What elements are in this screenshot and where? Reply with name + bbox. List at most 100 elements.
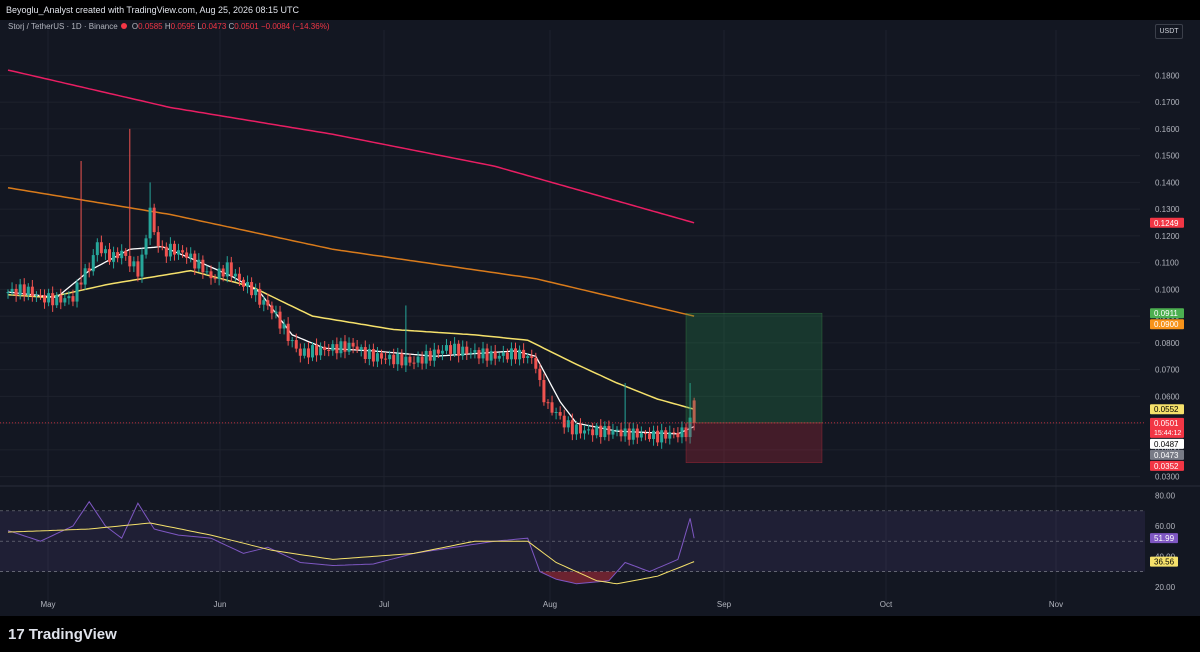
candle [335, 344, 339, 354]
candle [522, 349, 526, 359]
rsi-value-label: 51.99 [1154, 534, 1175, 543]
candle [578, 424, 582, 434]
candle [400, 353, 404, 366]
y-tick-label: 0.1800 [1155, 71, 1180, 80]
candle [583, 430, 587, 434]
candle [542, 380, 546, 403]
x-tick-label: Nov [1049, 600, 1063, 609]
candle [526, 356, 530, 359]
currency-button[interactable]: USDT [1155, 24, 1183, 39]
candle [619, 429, 623, 437]
candle [75, 282, 79, 302]
y-tick-label: 0.1700 [1155, 98, 1180, 107]
candle [71, 296, 75, 302]
candle [574, 424, 578, 435]
candle [416, 356, 420, 363]
candle [302, 348, 306, 356]
candle [371, 349, 375, 362]
candle [217, 268, 221, 280]
candle [144, 238, 148, 255]
x-tick-label: Sep [717, 600, 732, 609]
candle [91, 255, 95, 272]
candle [148, 207, 152, 239]
moving-average-line [7, 269, 695, 410]
candle [355, 346, 359, 350]
candle [282, 323, 286, 329]
price-label-badge [1150, 404, 1184, 415]
candle [587, 429, 591, 431]
candle [168, 243, 172, 257]
candle [554, 412, 558, 414]
candle [339, 341, 343, 354]
candle [14, 288, 18, 296]
candle [177, 250, 181, 255]
candle [108, 249, 111, 262]
y-tick-label: 0.0800 [1155, 339, 1180, 348]
candle [128, 255, 132, 267]
candle [412, 362, 416, 364]
candle [315, 345, 319, 356]
rsi-oversold-fill [527, 571, 626, 584]
candle [67, 296, 71, 299]
candle [286, 323, 290, 341]
price-label: 0.0552 [1154, 405, 1179, 414]
high-value: 0.0595 [170, 22, 196, 31]
candle [375, 353, 379, 362]
candle [359, 347, 363, 350]
candle [197, 259, 201, 269]
candle [647, 433, 651, 440]
candle [6, 292, 10, 294]
open-key: O [131, 22, 139, 31]
symbol-label[interactable]: Storj / TetherUS · 1D · Binance [8, 22, 118, 31]
candle [225, 262, 229, 277]
candle [221, 268, 225, 277]
close-key: C [228, 22, 235, 31]
tradingview-logo-icon: 17 [8, 626, 25, 643]
candle [509, 348, 513, 360]
candle [518, 349, 522, 360]
candle [404, 356, 408, 366]
candle [493, 351, 497, 359]
candle [152, 207, 156, 233]
candle [209, 271, 213, 279]
candle [290, 340, 294, 342]
price-label: 0.0501 [1154, 419, 1179, 428]
candle [55, 295, 59, 306]
price-label: 0.0473 [1154, 451, 1179, 460]
candle [623, 428, 627, 437]
candle [363, 347, 367, 359]
moving-average-line [7, 186, 695, 317]
candle [534, 357, 538, 369]
candle [18, 284, 22, 296]
price-label-badge [1150, 460, 1184, 471]
candle [95, 242, 99, 256]
candle [294, 340, 298, 349]
candle [327, 349, 331, 351]
candle [396, 353, 400, 365]
candle [258, 289, 262, 305]
profit-zone[interactable] [685, 312, 823, 424]
candle [99, 242, 103, 254]
candle [172, 243, 176, 255]
price-label-badge [1150, 319, 1184, 330]
candle [298, 348, 302, 356]
candle [30, 286, 34, 297]
candle [660, 430, 664, 443]
candle [599, 425, 603, 438]
candle [343, 341, 347, 352]
market-status-icon [120, 23, 127, 29]
candle [262, 300, 266, 305]
x-tick-label: Jul [379, 600, 389, 609]
price-label-badge [1150, 417, 1184, 438]
y-tick-label: 0.1000 [1155, 285, 1180, 294]
stop-loss-zone[interactable] [685, 422, 823, 463]
candle [449, 345, 453, 354]
candle [453, 343, 457, 354]
y-tick-label: 0.1600 [1155, 125, 1180, 134]
candle [550, 402, 554, 413]
tradingview-logo[interactable]: 17 TradingView [8, 626, 117, 643]
candle [112, 252, 116, 262]
rsi-line [7, 522, 695, 585]
price-chart[interactable]: 0.03000.04000.05000.06000.07000.08000.09… [0, 0, 1200, 616]
change-value: −0.0084 (−14.36%) [260, 22, 330, 31]
